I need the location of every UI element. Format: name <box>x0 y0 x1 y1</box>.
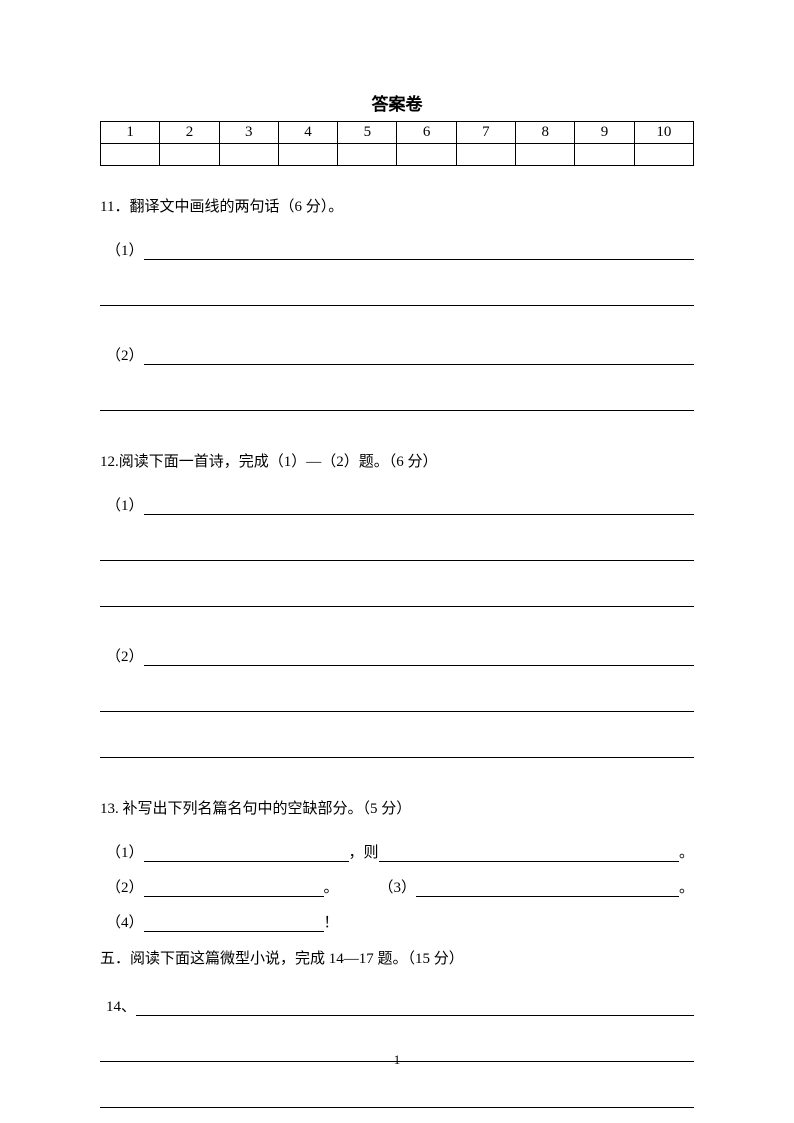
answer-line[interactable] <box>416 879 679 897</box>
sub-label: （1） <box>106 239 144 260</box>
table-answer-cell[interactable] <box>634 144 693 166</box>
sub-label: （1） <box>106 841 144 862</box>
question-11: 11．翻译文中画线的两句话（6 分）。 <box>100 194 694 221</box>
table-answer-cell[interactable] <box>397 144 456 166</box>
page-title: 答案卷 <box>100 90 694 115</box>
q12-sub1: （1） <box>100 494 694 515</box>
exclaim: ！ <box>324 911 339 932</box>
q12-sub2: （2） <box>100 645 694 666</box>
table-header-cell: 5 <box>338 122 397 144</box>
answer-line[interactable] <box>100 543 694 561</box>
question-12: 12.阅读下面一首诗，完成（1）—（2）题。（6 分） <box>100 449 694 476</box>
table-header-cell: 2 <box>160 122 219 144</box>
q11-sub2: （2） <box>100 344 694 365</box>
period: 。 <box>679 876 694 897</box>
answer-line[interactable] <box>144 879 324 897</box>
table-header-cell: 8 <box>516 122 575 144</box>
answer-line[interactable] <box>144 844 349 862</box>
answer-line[interactable] <box>100 288 694 306</box>
table-header-cell: 6 <box>397 122 456 144</box>
answer-line[interactable] <box>144 914 324 932</box>
sub-label: （2） <box>106 876 144 897</box>
answer-line[interactable] <box>136 998 694 1016</box>
period: 。 <box>679 841 694 862</box>
q13-sub4: （4） ！ <box>100 911 694 932</box>
q14: 14、 <box>100 995 694 1016</box>
table-answer-cell[interactable] <box>219 144 278 166</box>
sub-label: （2） <box>106 645 144 666</box>
table-answer-cell[interactable] <box>516 144 575 166</box>
sub-label: （4） <box>106 911 144 932</box>
table-answer-cell[interactable] <box>278 144 337 166</box>
table-answer-cell[interactable] <box>575 144 634 166</box>
answer-line[interactable] <box>100 1090 694 1108</box>
table-header-row: 1 2 3 4 5 6 7 8 9 10 <box>101 122 694 144</box>
answer-line[interactable] <box>100 740 694 758</box>
table-header-cell: 1 <box>101 122 160 144</box>
answer-line[interactable] <box>379 844 679 862</box>
period: 。 <box>324 876 339 897</box>
sub-label: 14、 <box>106 995 136 1016</box>
answer-line[interactable] <box>100 393 694 411</box>
table-answer-cell[interactable] <box>160 144 219 166</box>
sub-label: （2） <box>106 344 144 365</box>
answer-line[interactable] <box>144 497 694 515</box>
answer-line[interactable] <box>100 694 694 712</box>
answer-line[interactable] <box>144 347 694 365</box>
table-header-cell: 3 <box>219 122 278 144</box>
section-5-heading: 五．阅读下面这篇微型小说，完成 14—17 题。（15 分） <box>100 946 694 973</box>
table-header-cell: 7 <box>456 122 515 144</box>
table-answer-cell[interactable] <box>456 144 515 166</box>
table-answer-row <box>101 144 694 166</box>
mid-text: ，则 <box>349 841 379 862</box>
question-13: 13. 补写出下列名篇名句中的空缺部分。（5 分） <box>100 796 694 823</box>
page-number: 1 <box>0 1052 794 1068</box>
table-header-cell: 9 <box>575 122 634 144</box>
table-header-cell: 10 <box>634 122 693 144</box>
answer-line[interactable] <box>100 589 694 607</box>
answer-line[interactable] <box>144 648 694 666</box>
table-header-cell: 4 <box>278 122 337 144</box>
sub-label: （3） <box>379 876 417 897</box>
answer-table: 1 2 3 4 5 6 7 8 9 10 <box>100 121 694 166</box>
q13-sub2-3: （2） 。 （3） 。 <box>100 876 694 897</box>
table-answer-cell[interactable] <box>338 144 397 166</box>
answer-line[interactable] <box>144 242 694 260</box>
table-answer-cell[interactable] <box>101 144 160 166</box>
q11-sub1: （1） <box>100 239 694 260</box>
q13-sub1: （1） ，则 。 <box>100 841 694 862</box>
sub-label: （1） <box>106 494 144 515</box>
